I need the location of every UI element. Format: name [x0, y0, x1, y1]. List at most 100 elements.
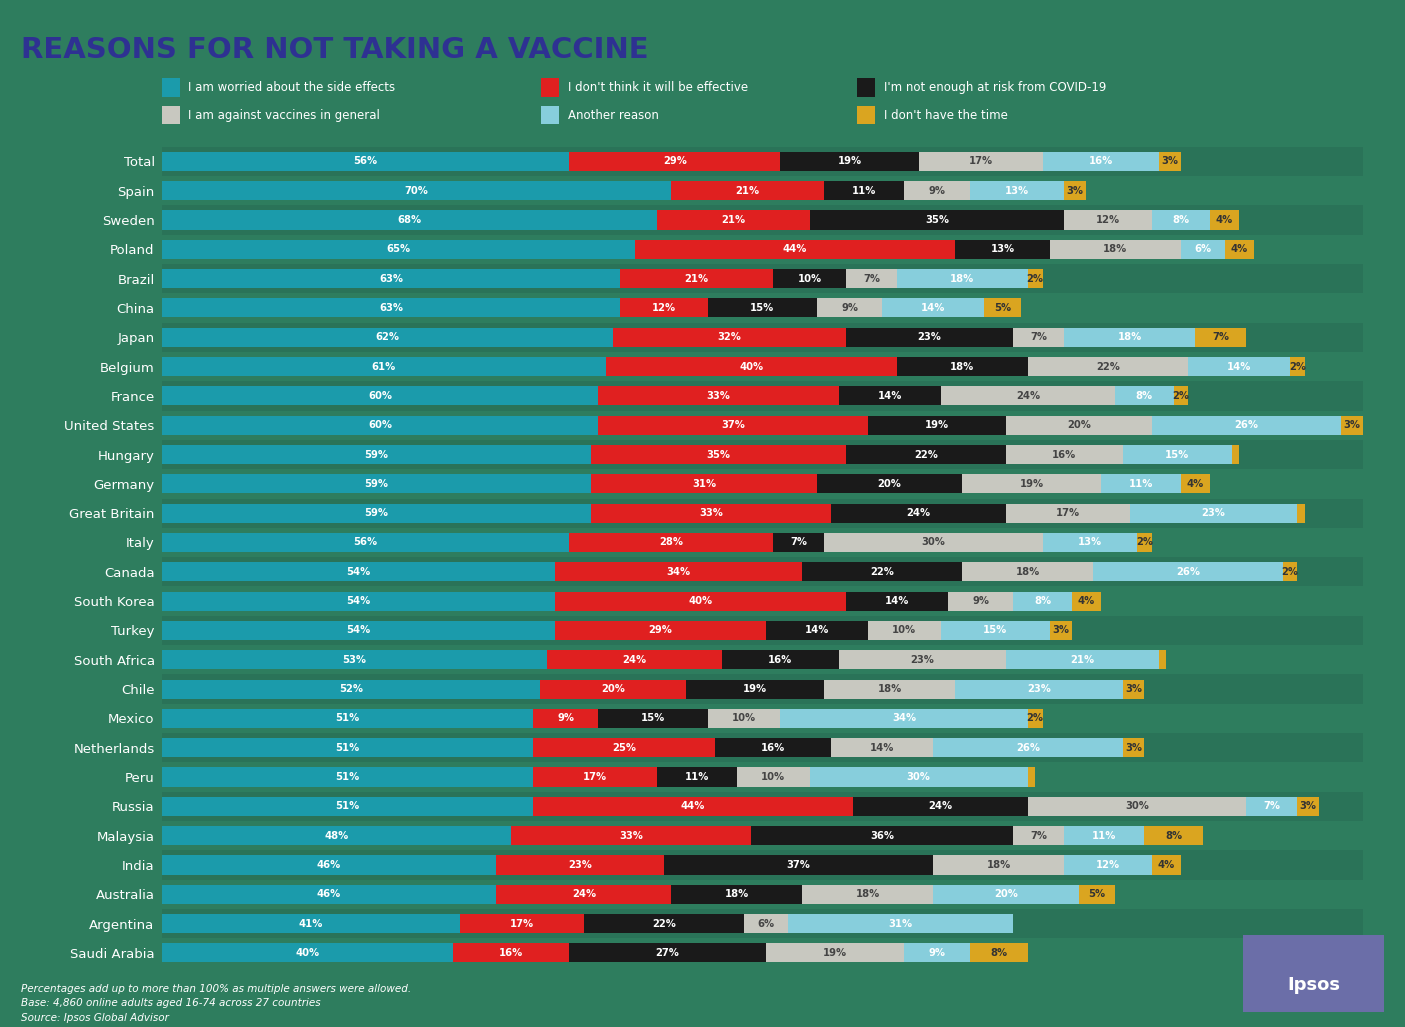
Text: 9%: 9%: [929, 948, 946, 958]
Bar: [816, 299, 882, 317]
Text: 65%: 65%: [386, 244, 410, 255]
Bar: [496, 855, 665, 875]
Text: 24%: 24%: [622, 655, 646, 664]
Text: 14%: 14%: [1227, 362, 1252, 372]
Bar: [162, 850, 1363, 880]
Text: 44%: 44%: [681, 801, 705, 811]
Bar: [1028, 767, 1035, 787]
Bar: [686, 680, 825, 698]
Text: 7%: 7%: [863, 273, 880, 283]
Text: 54%: 54%: [346, 625, 371, 636]
Text: 16%: 16%: [1089, 156, 1113, 166]
Text: 8%: 8%: [1165, 831, 1182, 841]
Text: 2%: 2%: [1027, 714, 1044, 723]
Bar: [162, 767, 532, 787]
Text: 3%: 3%: [1125, 743, 1142, 753]
Bar: [839, 386, 940, 406]
Bar: [1072, 592, 1100, 611]
Bar: [592, 445, 846, 464]
Bar: [162, 234, 1363, 264]
Text: 3%: 3%: [1162, 156, 1179, 166]
Bar: [162, 176, 1363, 205]
Text: 15%: 15%: [1165, 450, 1189, 459]
Bar: [896, 269, 1028, 289]
Text: 35%: 35%: [924, 215, 948, 225]
Bar: [752, 826, 1013, 845]
Bar: [162, 733, 1363, 762]
Text: 19%: 19%: [924, 420, 948, 430]
Text: 8%: 8%: [1172, 215, 1190, 225]
Bar: [162, 855, 496, 875]
Bar: [162, 939, 1363, 967]
Bar: [1013, 592, 1072, 611]
Bar: [1180, 474, 1210, 493]
Text: 59%: 59%: [364, 508, 388, 519]
Text: 25%: 25%: [613, 743, 636, 753]
Bar: [809, 767, 1028, 787]
Bar: [1159, 650, 1166, 670]
Bar: [555, 592, 846, 611]
Text: 14%: 14%: [805, 625, 829, 636]
Bar: [162, 557, 1363, 586]
Bar: [592, 474, 816, 493]
Text: 18%: 18%: [950, 273, 975, 283]
Text: 31%: 31%: [691, 479, 717, 489]
Text: 5%: 5%: [1089, 889, 1106, 900]
Bar: [1028, 269, 1043, 289]
Text: 20%: 20%: [1066, 420, 1090, 430]
Bar: [511, 826, 752, 845]
Bar: [1116, 386, 1173, 406]
Bar: [162, 650, 548, 670]
Bar: [1225, 239, 1253, 259]
Bar: [905, 181, 969, 200]
Bar: [162, 181, 672, 200]
Bar: [1152, 416, 1340, 434]
Bar: [459, 914, 584, 934]
Text: I'm not enough at risk from COVID-19: I'm not enough at risk from COVID-19: [884, 81, 1106, 93]
Bar: [584, 914, 745, 934]
Text: 11%: 11%: [1128, 479, 1154, 489]
Bar: [832, 738, 933, 757]
Bar: [846, 269, 896, 289]
Bar: [162, 533, 569, 553]
Bar: [532, 709, 599, 728]
Bar: [162, 703, 1363, 733]
Bar: [1246, 797, 1297, 815]
Text: 28%: 28%: [659, 537, 683, 547]
Bar: [1013, 328, 1065, 347]
Text: 70%: 70%: [405, 186, 429, 196]
Bar: [1290, 357, 1305, 376]
Text: 15%: 15%: [983, 625, 1007, 636]
Bar: [1013, 826, 1065, 845]
Bar: [162, 738, 532, 757]
Text: 19%: 19%: [1020, 479, 1044, 489]
Text: 7%: 7%: [1030, 333, 1047, 342]
Bar: [1189, 357, 1290, 376]
Text: 2%: 2%: [1135, 537, 1154, 547]
Bar: [868, 416, 1006, 434]
Text: 7%: 7%: [1263, 801, 1280, 811]
Bar: [162, 445, 592, 464]
Text: 24%: 24%: [929, 801, 953, 811]
Text: 62%: 62%: [375, 333, 399, 342]
Text: 17%: 17%: [968, 156, 993, 166]
Text: I am against vaccines in general: I am against vaccines in general: [188, 109, 381, 121]
Bar: [1006, 445, 1123, 464]
Bar: [1065, 826, 1145, 845]
Text: 40%: 40%: [688, 596, 712, 606]
Bar: [162, 386, 599, 406]
Bar: [780, 152, 919, 170]
Bar: [162, 797, 532, 815]
Bar: [1137, 533, 1152, 553]
Text: 4%: 4%: [1187, 479, 1204, 489]
Text: 18%: 18%: [856, 889, 880, 900]
Bar: [162, 440, 1363, 469]
Bar: [1065, 855, 1152, 875]
Text: 21%: 21%: [736, 186, 760, 196]
Text: 27%: 27%: [656, 948, 680, 958]
Text: 59%: 59%: [364, 450, 388, 459]
Text: 13%: 13%: [1078, 537, 1102, 547]
Text: 63%: 63%: [379, 303, 403, 313]
Text: 56%: 56%: [354, 156, 378, 166]
Bar: [606, 357, 896, 376]
